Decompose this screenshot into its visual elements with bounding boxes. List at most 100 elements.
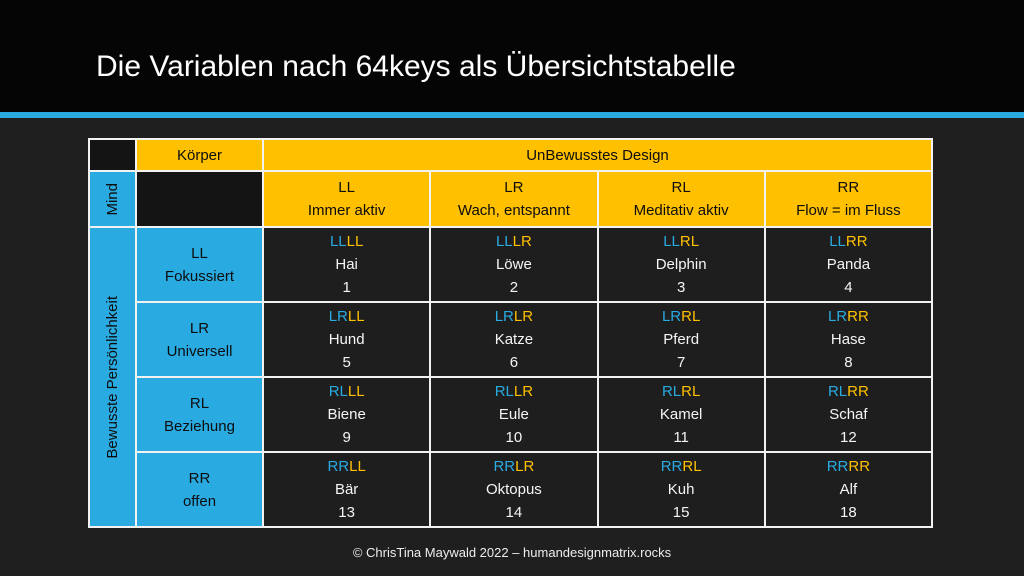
blank-cell	[137, 172, 262, 226]
row-header-code: LR	[189, 319, 210, 337]
cell-number: 4	[844, 279, 853, 296]
row-header-rr: RR offen	[137, 453, 262, 526]
cell-number: 13	[338, 504, 355, 521]
row-header-desc: Fokussiert	[164, 267, 235, 285]
row-header-lr: LR Universell	[137, 303, 262, 376]
matrix-cell-lrlr: LRLR Katze 6	[431, 303, 597, 376]
bewusste-persoenlichkeit-cell: Bewusste Persönlichkeit	[90, 228, 135, 526]
matrix-cell-rrlr: RRLR Oktopus 14	[431, 453, 597, 526]
matrix-cell-llrr: LLRR Panda 4	[765, 228, 931, 301]
copyright-footer: © ChrisTina Maywald 2022 – humandesignma…	[352, 545, 672, 560]
corner-cell	[90, 140, 135, 170]
cell-code: LRRR	[827, 308, 869, 325]
matrix-cell-llll: LLLL Hai 1	[264, 228, 430, 301]
cell-code: LLRL	[663, 233, 700, 250]
row-header-code: LL	[191, 244, 208, 262]
cell-number: 7	[676, 354, 686, 371]
cell-number: 8	[844, 354, 853, 371]
matrix-cell-lrll: LRLL Hund 5	[264, 303, 430, 376]
cell-animal: Oktopus	[485, 481, 542, 498]
cell-number: 14	[505, 504, 523, 521]
mind-label: Mind	[104, 182, 121, 216]
cell-animal: Biene	[327, 406, 366, 423]
matrix-cell-rlrl: RLRL Kamel 11	[598, 378, 764, 451]
cell-animal: Schaf	[829, 406, 868, 423]
cell-code: LRLL	[328, 308, 365, 325]
cell-animal: Delphin	[655, 256, 707, 273]
row-header-code: RL	[189, 394, 210, 412]
cell-code: RLRL	[661, 383, 701, 400]
matrix-cell-rllr: RLLR Eule 10	[431, 378, 597, 451]
page-title: Die Variablen nach 64keys als Übersichts…	[96, 50, 736, 83]
cell-code: RLRR	[827, 383, 869, 400]
row-header-desc: offen	[182, 492, 217, 510]
matrix-cell-rrll: RRLL Bär 13	[264, 453, 430, 526]
cell-animal: Hase	[830, 331, 866, 348]
cell-number: 10	[505, 429, 523, 446]
col-header-lr: LR Wach, entspannt	[431, 172, 597, 226]
title-band	[0, 0, 1024, 112]
cell-code: LRRL	[661, 308, 701, 325]
variables-matrix-table: Körper UnBewusstes Design Mind LL Immer …	[88, 138, 933, 528]
col-header-ll: LL Immer aktiv	[264, 172, 430, 226]
cell-animal: Bär	[334, 481, 359, 498]
matrix-cell-lrrr: LRRR Hase 8	[765, 303, 931, 376]
cell-animal: Hai	[335, 256, 358, 273]
title-divider-line	[0, 112, 1024, 118]
cell-animal: Hund	[328, 331, 365, 348]
row-header-desc: Universell	[166, 342, 233, 360]
col-header-desc: Flow = im Fluss	[796, 202, 901, 219]
col-header-rr: RR Flow = im Fluss	[765, 172, 931, 226]
col-header-code: LR	[504, 179, 524, 196]
cell-animal: Katze	[494, 331, 534, 348]
cell-code: LLLL	[329, 233, 364, 250]
cell-number: 9	[342, 429, 351, 446]
cell-number: 15	[672, 504, 690, 521]
matrix-cell-rrrr: RRRR Alf 18	[765, 453, 931, 526]
cell-animal: Kuh	[667, 481, 695, 498]
cell-code: RLLR	[494, 383, 534, 400]
matrix-cell-rlll: RLLL Biene 9	[264, 378, 430, 451]
col-header-code: RR	[837, 179, 860, 196]
cell-code: RRLR	[493, 458, 535, 475]
row-header-desc: Beziehung	[164, 417, 235, 435]
header-unbewusstes-design: UnBewusstes Design	[264, 140, 931, 170]
mind-label-cell: Mind	[90, 172, 135, 226]
cell-number: 5	[342, 354, 351, 371]
col-header-desc: Immer aktiv	[307, 202, 386, 219]
cell-code: LLRR	[829, 233, 868, 250]
cell-code: RLLL	[328, 383, 365, 400]
cell-number: 12	[840, 429, 857, 446]
cell-code: RRRL	[660, 458, 702, 475]
col-header-desc: Wach, entspannt	[457, 202, 570, 219]
row-header-ll: LL Fokussiert	[137, 228, 262, 301]
cell-number: 11	[673, 429, 689, 446]
cell-animal: Löwe	[495, 256, 532, 273]
cell-animal: Pferd	[663, 331, 700, 348]
header-koerper: Körper	[137, 140, 262, 170]
matrix-cell-lrrl: LRRL Pferd 7	[598, 303, 764, 376]
row-header-code: RR	[188, 469, 211, 487]
cell-animal: Eule	[498, 406, 529, 423]
cell-number: 6	[509, 354, 519, 371]
cell-number: 1	[342, 279, 351, 296]
cell-code: RRLL	[327, 458, 366, 475]
cell-number: 3	[676, 279, 686, 296]
cell-code: RRRR	[826, 458, 871, 475]
matrix-cell-rrrl: RRRL Kuh 15	[598, 453, 764, 526]
col-header-rl: RL Meditativ aktiv	[598, 172, 764, 226]
cell-animal: Alf	[839, 481, 858, 498]
cell-animal: Panda	[826, 256, 871, 273]
cell-code: LLLR	[495, 233, 532, 250]
cell-code: LRLR	[494, 308, 534, 325]
cell-number: 2	[509, 279, 519, 296]
matrix-cell-lllr: LLLR Löwe 2	[431, 228, 597, 301]
matrix-cell-rlrr: RLRR Schaf 12	[765, 378, 931, 451]
cell-animal: Kamel	[659, 406, 703, 423]
matrix-cell-llrl: LLRL Delphin 3	[598, 228, 764, 301]
col-header-code: LL	[338, 179, 355, 196]
row-header-rl: RL Beziehung	[137, 378, 262, 451]
col-header-desc: Meditativ aktiv	[633, 202, 729, 219]
col-header-code: RL	[671, 179, 691, 196]
cell-number: 18	[840, 504, 857, 521]
